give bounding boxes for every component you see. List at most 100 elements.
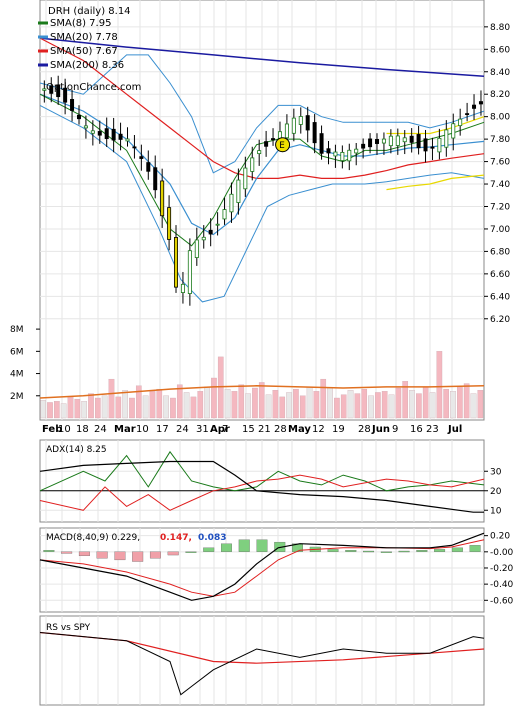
price-axis-tick-label: 8.60: [490, 45, 510, 55]
x-axis-label: 15: [242, 424, 255, 435]
candle-body: [146, 162, 151, 172]
volume-bar: [436, 351, 443, 419]
x-axis-label: 21: [258, 424, 271, 435]
macd-histogram-bar: [43, 550, 55, 552]
volume-bar: [47, 402, 53, 419]
macd-histogram-bar: [78, 551, 90, 557]
volume-bar: [402, 381, 409, 419]
volume-bar: [122, 390, 128, 419]
volume-bar: [306, 386, 313, 419]
chart-title: DRH (daily) 8.14: [48, 6, 131, 17]
candle-body: [402, 137, 407, 143]
candle-body: [437, 137, 442, 153]
volume-bar: [429, 392, 436, 419]
candle-body: [381, 138, 386, 144]
price-axis-tick-label: 6.20: [490, 315, 510, 325]
candle-body: [368, 138, 373, 148]
macd-histogram-bar: [398, 550, 410, 553]
chart-legend: SMA(8) 7.95 SMA(20) 7.78 SMA(50) 7.67 SMA(2…: [38, 18, 124, 71]
candle-body: [423, 138, 428, 152]
candle-body: [354, 148, 359, 154]
candle-body: [257, 150, 262, 155]
price-axis-tick-label: 7.40: [490, 180, 510, 190]
macd-histogram-bar: [363, 550, 375, 553]
candle-body: [63, 87, 68, 103]
x-axis-label: Feb: [42, 424, 62, 435]
candle-body: [451, 123, 456, 139]
volume-bar: [197, 391, 204, 419]
legend-entry: SMA(50) 7.67: [50, 46, 118, 57]
volume-bar: [457, 386, 463, 419]
candle-body: [388, 135, 393, 147]
yellow-band-upper: [386, 116, 485, 135]
candle-body: [375, 139, 380, 144]
yellow-band-lower: [386, 174, 485, 191]
x-axis-label: 9: [392, 424, 398, 435]
candle-body: [201, 236, 206, 241]
volume-bar: [183, 392, 190, 419]
volume-bar: [388, 394, 395, 419]
volume-bar: [40, 400, 46, 419]
volume-bar: [142, 395, 149, 419]
volume-bar: [60, 403, 67, 419]
x-axis-label: 10: [58, 424, 71, 435]
volume-bar: [224, 388, 231, 419]
price-axis-tick-label: 6.40: [490, 292, 510, 302]
candle-body: [465, 113, 470, 115]
macd-histogram-bar: [345, 550, 357, 552]
legend-entry: SMA(20) 7.78: [50, 32, 118, 43]
candle-body: [284, 123, 289, 139]
volume-bar: [156, 388, 163, 419]
sma50-line: [39, 37, 485, 179]
candle-body: [264, 141, 269, 147]
volume-bar: [163, 395, 169, 419]
macd-signal-value: 0.147,: [160, 533, 192, 543]
volume-bar: [340, 394, 347, 419]
volume-bar: [313, 391, 320, 419]
volume-bar: [54, 401, 60, 419]
macd-histogram-bar: [327, 549, 339, 552]
candle-body: [291, 117, 296, 134]
candle-body: [160, 180, 165, 217]
earnings-marker-label: E: [279, 141, 285, 151]
candle-body: [409, 135, 414, 143]
volume-bar: [416, 393, 422, 419]
macd-histogram-bar: [185, 551, 197, 553]
candle-body: [132, 146, 137, 149]
candle-body: [194, 239, 199, 258]
rs-line: [39, 632, 485, 696]
volume-bar: [334, 397, 340, 419]
candle-body: [180, 283, 185, 293]
candle-body: [208, 229, 213, 235]
volume-bar: [395, 387, 402, 419]
legend-entry: SMA(200) 8.36: [50, 60, 124, 71]
volume-bar: [94, 397, 101, 419]
candle-body: [472, 104, 477, 109]
price-axis-tick-label: 8.80: [490, 23, 510, 33]
volume-axis-tick-label: 4M: [10, 370, 24, 380]
adx-axis-tick-label: 10: [490, 506, 502, 516]
candle-body: [361, 143, 366, 149]
volume-bar: [231, 391, 238, 419]
volume-bar: [81, 401, 87, 419]
volume-bar: [354, 393, 361, 419]
macd-axis-tick-label: 0.20: [490, 532, 510, 542]
volume-bar: [101, 395, 108, 419]
volume-bar: [67, 396, 74, 419]
price-axis-tick-label: 7.80: [490, 135, 510, 145]
adx-title: ADX(14) 8.25: [46, 445, 107, 455]
volume-bar: [211, 377, 217, 419]
price-axis-tick-label: 8.40: [490, 68, 510, 78]
adx-line: [39, 460, 484, 513]
x-axis-label: Apr: [210, 424, 230, 435]
macd-histogram-bar: [221, 543, 232, 552]
volume-bar: [245, 393, 251, 419]
volume-bar: [361, 388, 368, 419]
volume-bar: [327, 387, 333, 419]
x-axis-label: 28: [274, 424, 287, 435]
price-axis-tick-label: 8.20: [490, 90, 510, 100]
volume-bar: [88, 393, 94, 419]
macd-axis-tick-label: -0.60: [490, 596, 514, 606]
x-axis-label: 7: [222, 424, 228, 435]
candle-body: [319, 133, 324, 154]
